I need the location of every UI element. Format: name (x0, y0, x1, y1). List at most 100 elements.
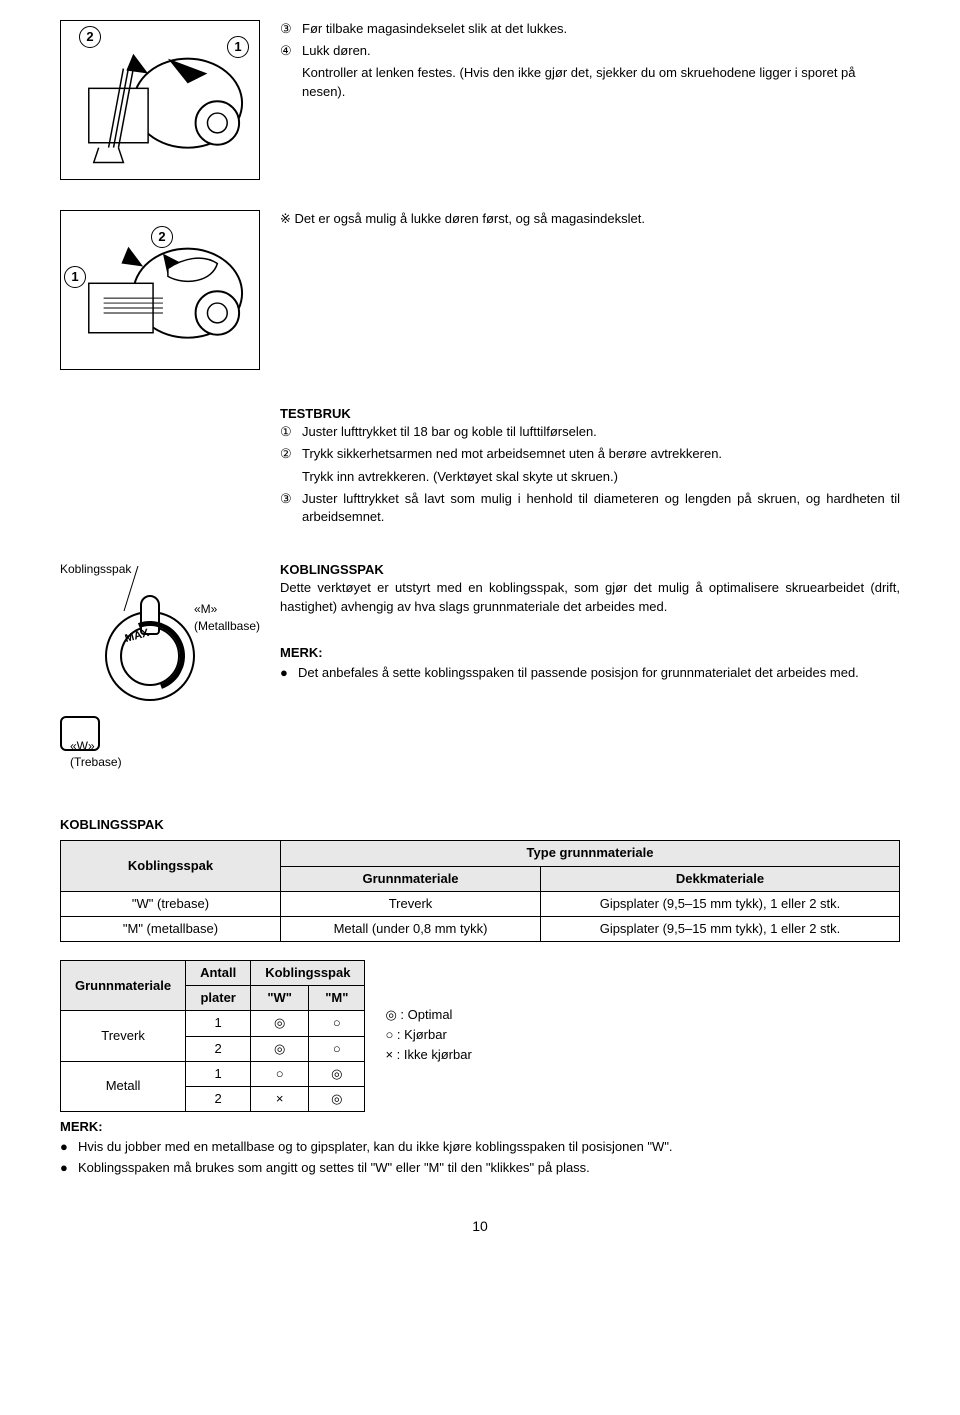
table1-section: KOBLINGSSPAK Koblingsspak Type grunnmate… (60, 816, 900, 942)
t1-h-type: Type grunnmateriale (281, 841, 900, 866)
t2-hdr-row1: Grunnmateriale Antall Koblingsspak (61, 961, 365, 986)
lever-pointer (120, 566, 140, 616)
table1-header-row1: Koblingsspak Type grunnmateriale (61, 841, 900, 866)
testbruk-2b-text: Trykk inn avtrekkeren. (Verktøyet skal s… (302, 468, 900, 486)
merk-final: MERK: ● Hvis du jobber med en metallbase… (60, 1118, 900, 1177)
merk-body: Det anbefales å sette koblingsspaken til… (298, 664, 859, 682)
t1-h-grunn: Grunnmateriale (281, 866, 541, 891)
lever-w-sub: (Trebase) (70, 754, 122, 771)
t2-r0-n: 1 (186, 1011, 251, 1036)
fig1-badge-1: 1 (227, 36, 249, 58)
testbruk-heading: TESTBRUK (280, 405, 900, 423)
legend-optimal: ◎ : Optimal (385, 1006, 471, 1024)
testbruk-1-num: ① (280, 423, 302, 441)
legend-ok: ○ : Kjørbar (385, 1026, 471, 1044)
testbruk-step-2b: Trykk inn avtrekkeren. (Verktøyet skal s… (280, 468, 900, 486)
t2-row-2: Metall 1 ○ ◎ (61, 1061, 365, 1086)
t2-r1-m: ○ (309, 1036, 365, 1061)
figure-1: 2 1 (60, 20, 260, 180)
fig1-badge-2: 2 (79, 26, 101, 48)
t1-h-dekk: Dekkmateriale (541, 866, 900, 891)
t2-r3-m: ◎ (309, 1087, 365, 1112)
merk-heading: MERK: (280, 644, 900, 662)
step-4-text: Lukk døren. (302, 42, 900, 60)
block-steps-34: 2 1 ③ Før tilbake magasindekselet slik a… (60, 20, 900, 180)
legend: ◎ : Optimal ○ : Kjørbar × : Ikke kjørbar (385, 1006, 471, 1067)
koblingsspak-text: KOBLINGSSPAK Dette verktøyet er utstyrt … (280, 561, 900, 682)
merk-final-heading: MERK: (60, 1118, 900, 1136)
step-3-num: ③ (280, 20, 302, 38)
step-3: ③ Før tilbake magasindekselet slik at de… (280, 20, 900, 38)
t2-row-0: Treverk 1 ◎ ○ (61, 1011, 365, 1036)
table-koblingsspak: Koblingsspak Type grunnmateriale Grunnma… (60, 840, 900, 942)
t2-h-w: "W" (251, 986, 309, 1011)
t1-r1-c: Gipsplater (9,5–15 mm tykk), 1 eller 2 s… (541, 916, 900, 941)
testbruk-section: TESTBRUK ① Juster lufttrykket til 18 bar… (280, 405, 900, 526)
steps-34-text: ③ Før tilbake magasindekselet slik at de… (280, 20, 900, 101)
fig2-badge-2: 2 (151, 226, 173, 248)
bullet-icon: ● (60, 1138, 78, 1156)
koblingsspak-heading: KOBLINGSSPAK (280, 561, 900, 579)
t1-r1-b: Metall (under 0,8 mm tykk) (281, 916, 541, 941)
t1-r1-a: "M" (metallbase) (61, 916, 281, 941)
koblingsspak-desc: Dette verktøyet er utstyrt med en koblin… (280, 579, 900, 615)
t2-r2-m: ◎ (309, 1061, 365, 1086)
testbruk-2-num: ② (280, 445, 302, 463)
fig2-badge-1: 1 (64, 266, 86, 288)
table1-row-m: "M" (metallbase) Metall (under 0,8 mm ty… (61, 916, 900, 941)
step-4-num: ④ (280, 42, 302, 60)
koblingsspak-section: Koblingsspak MAX «M» (Metallbase) «W» (T… (60, 561, 900, 781)
table2-section: Grunnmateriale Antall Koblingsspak plate… (60, 960, 900, 1112)
step-3-text: Før tilbake magasindekselet slik at det … (302, 20, 900, 38)
t2-r0-w: ◎ (251, 1011, 309, 1036)
table1-row-w: "W" (trebase) Treverk Gipsplater (9,5–15… (61, 891, 900, 916)
t2-h-m: "M" (309, 986, 365, 1011)
t2-r0-m: ○ (309, 1011, 365, 1036)
testbruk-1-text: Juster lufttrykket til 18 bar og koble t… (302, 423, 900, 441)
t2-r2-w: ○ (251, 1061, 309, 1086)
t2-r2-n: 1 (186, 1061, 251, 1086)
t1-r0-b: Treverk (281, 891, 541, 916)
t2-r3-w: × (251, 1087, 309, 1112)
merk-bullet: ● Det anbefales å sette koblingsspaken t… (280, 664, 900, 682)
testbruk-3-num: ③ (280, 490, 302, 526)
testbruk-2-text: Trykk sikkerhetsarmen ned mot arbeidsemn… (302, 445, 900, 463)
testbruk-step-2: ② Trykk sikkerhetsarmen ned mot arbeidse… (280, 445, 900, 463)
testbruk-2b-num (280, 468, 302, 486)
t2-r1-w: ◎ (251, 1036, 309, 1061)
t2-r3-n: 2 (186, 1087, 251, 1112)
t2-h-grunn: Grunnmateriale (61, 961, 186, 1011)
lever-w-label: «W» (Trebase) (70, 738, 122, 772)
legend-no: × : Ikke kjørbar (385, 1046, 471, 1064)
block-alt-note: 1 2 ※ Det er også mulig å lukke døren fø… (60, 210, 900, 370)
t2-r2-g: Metall (61, 1061, 186, 1111)
merk-final-b2: ● Koblingsspaken må brukes som angitt og… (60, 1159, 900, 1177)
t1-r0-c: Gipsplater (9,5–15 mm tykk), 1 eller 2 s… (541, 891, 900, 916)
alt-note-text: ※ Det er også mulig å lukke døren først,… (280, 210, 900, 228)
merk-final-b2-text: Koblingsspaken må brukes som angitt og s… (78, 1159, 590, 1177)
t2-h-antall-bot: plater (186, 986, 251, 1011)
t2-h-antall-top: Antall (186, 961, 251, 986)
t2-r1-n: 2 (186, 1036, 251, 1061)
step-4: ④ Lukk døren. (280, 42, 900, 60)
lever-m-sub: (Metallbase) (194, 618, 260, 635)
bullet-icon: ● (280, 664, 298, 682)
figure-lever: Koblingsspak MAX «M» (Metallbase) «W» (T… (60, 561, 260, 781)
t2-h-kobl: Koblingsspak (251, 961, 365, 986)
lever-m-label: «M» (Metallbase) (194, 601, 260, 635)
table1-title: KOBLINGSSPAK (60, 816, 900, 834)
step-4-note: Kontroller at lenken festes. (Hvis den i… (302, 64, 900, 100)
merk-final-b1: ● Hvis du jobber med en metallbase og to… (60, 1138, 900, 1156)
bullet-icon: ● (60, 1159, 78, 1177)
figure-2: 1 2 (60, 210, 260, 370)
testbruk-step-3: ③ Juster lufttrykket så lavt som mulig i… (280, 490, 900, 526)
t2-r0-g: Treverk (61, 1011, 186, 1061)
figure-1-art (69, 29, 251, 171)
lever-m-letter: «M» (194, 601, 260, 618)
testbruk-3-text: Juster lufttrykket så lavt som mulig i h… (302, 490, 900, 526)
lever-w-letter: «W» (70, 738, 122, 755)
page-number: 10 (60, 1217, 900, 1237)
merk-final-b1-text: Hvis du jobber med en metallbase og to g… (78, 1138, 673, 1156)
t1-h-kobl: Koblingsspak (61, 841, 281, 891)
t1-r0-a: "W" (trebase) (61, 891, 281, 916)
